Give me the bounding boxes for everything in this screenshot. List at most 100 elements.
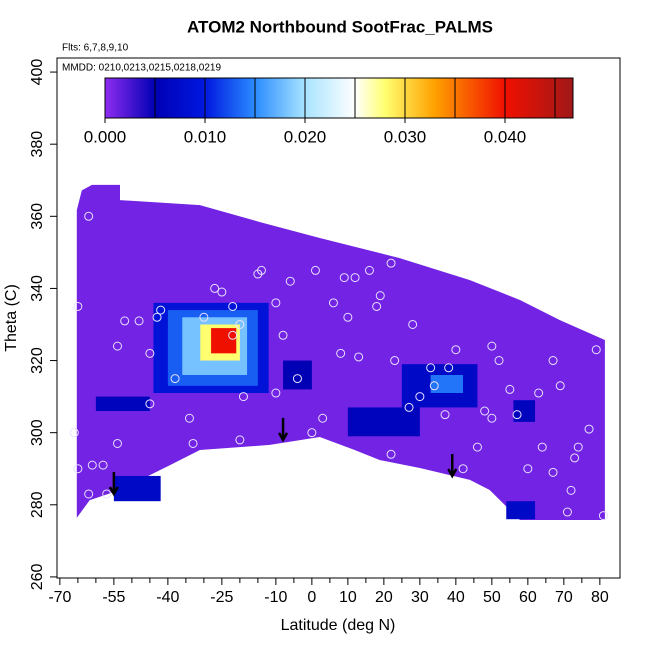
region — [76, 184, 605, 520]
observation — [343, 312, 353, 322]
y-tick-label: 360 — [29, 203, 46, 230]
observation — [292, 374, 302, 384]
observation — [386, 258, 396, 268]
colorbar-tick-label: 0.020 — [284, 127, 327, 146]
observation — [375, 291, 385, 301]
observation — [318, 413, 328, 423]
x-tick-label: -10 — [264, 589, 287, 606]
x-tick-label: -70 — [48, 589, 71, 606]
observation — [562, 507, 572, 517]
observation — [548, 467, 558, 477]
observation — [404, 402, 414, 412]
observation — [271, 388, 281, 398]
observation — [184, 413, 194, 423]
observation — [523, 464, 533, 474]
observation — [487, 413, 497, 423]
colorbar-tick-label: 0.010 — [184, 127, 227, 146]
observation — [350, 273, 360, 283]
heat-cell — [347, 407, 420, 437]
observation — [98, 460, 108, 470]
heat-cell — [513, 400, 536, 422]
observation — [310, 265, 320, 275]
flights-note: Flts: 6,7,8,9,10 — [62, 43, 129, 54]
observation — [228, 301, 238, 311]
observation — [145, 348, 155, 358]
x-tick-label: 60 — [519, 589, 537, 606]
observation — [555, 381, 565, 391]
observation — [364, 265, 374, 275]
observation — [278, 330, 288, 340]
observation — [102, 489, 112, 499]
observation — [512, 410, 522, 420]
y-tick-label: 320 — [29, 347, 46, 374]
colorbar-tick-label: 0.040 — [484, 127, 527, 146]
y-tick-label: 260 — [29, 563, 46, 590]
observation — [199, 312, 209, 322]
observation — [256, 265, 266, 275]
y-axis-label: Theta (C) — [3, 284, 20, 352]
x-tick-label: 0 — [307, 589, 316, 606]
observation — [505, 384, 515, 394]
observation — [537, 442, 547, 452]
x-tick-label: -40 — [156, 589, 179, 606]
x-tick-label: 80 — [591, 589, 609, 606]
y-tick-label: 340 — [29, 275, 46, 302]
observation — [112, 438, 122, 448]
observation — [372, 301, 382, 311]
x-tick-label: 70 — [555, 589, 573, 606]
y-tick-label: 380 — [29, 131, 46, 158]
observation — [84, 489, 94, 499]
x-tick-label: -55 — [102, 589, 125, 606]
colorbar-tick-label: 0.000 — [84, 127, 127, 146]
observation — [188, 438, 198, 448]
observation — [386, 449, 396, 459]
heat-cell — [95, 396, 150, 412]
observation — [591, 345, 601, 355]
x-tick-label: 50 — [483, 589, 501, 606]
observation — [170, 374, 180, 384]
x-axis-label: Latitude (deg N) — [281, 617, 396, 634]
observation — [112, 341, 122, 351]
chart-title: ATOM2 Northbound SootFrac_PALMS — [187, 17, 493, 36]
observation — [444, 363, 454, 373]
observation — [328, 298, 338, 308]
dates-note: MMDD: 0210,0213,0215,0218,0219 — [62, 63, 221, 74]
observation — [573, 442, 583, 452]
observation — [145, 399, 155, 409]
observation — [494, 356, 504, 366]
heat-cell — [211, 328, 237, 354]
x-tick-label: 30 — [411, 589, 429, 606]
observation — [598, 511, 608, 521]
observation — [570, 453, 580, 463]
observation — [307, 428, 317, 438]
colorbar-tick-label: 0.030 — [384, 127, 427, 146]
observation — [73, 464, 83, 474]
observation — [336, 348, 346, 358]
observation — [534, 388, 544, 398]
heat-cell — [113, 475, 161, 502]
observation — [271, 298, 281, 308]
observation — [451, 345, 461, 355]
x-tick-label: 10 — [339, 589, 357, 606]
observation — [429, 381, 439, 391]
heat-cell — [506, 501, 536, 520]
observation — [152, 312, 162, 322]
observation — [210, 283, 220, 293]
arrow — [447, 453, 458, 479]
observation — [285, 276, 295, 286]
observation — [415, 392, 425, 402]
observation — [235, 319, 245, 329]
x-tick-label: -25 — [210, 589, 233, 606]
x-tick-label: 40 — [447, 589, 465, 606]
arrow — [277, 417, 289, 443]
arrow — [108, 471, 119, 497]
heat-cell — [430, 374, 464, 394]
observation — [235, 435, 245, 445]
observation — [84, 211, 94, 221]
observation — [584, 424, 594, 434]
observation — [408, 319, 418, 329]
observation — [426, 363, 436, 373]
observation — [156, 305, 166, 315]
observation — [134, 316, 144, 326]
